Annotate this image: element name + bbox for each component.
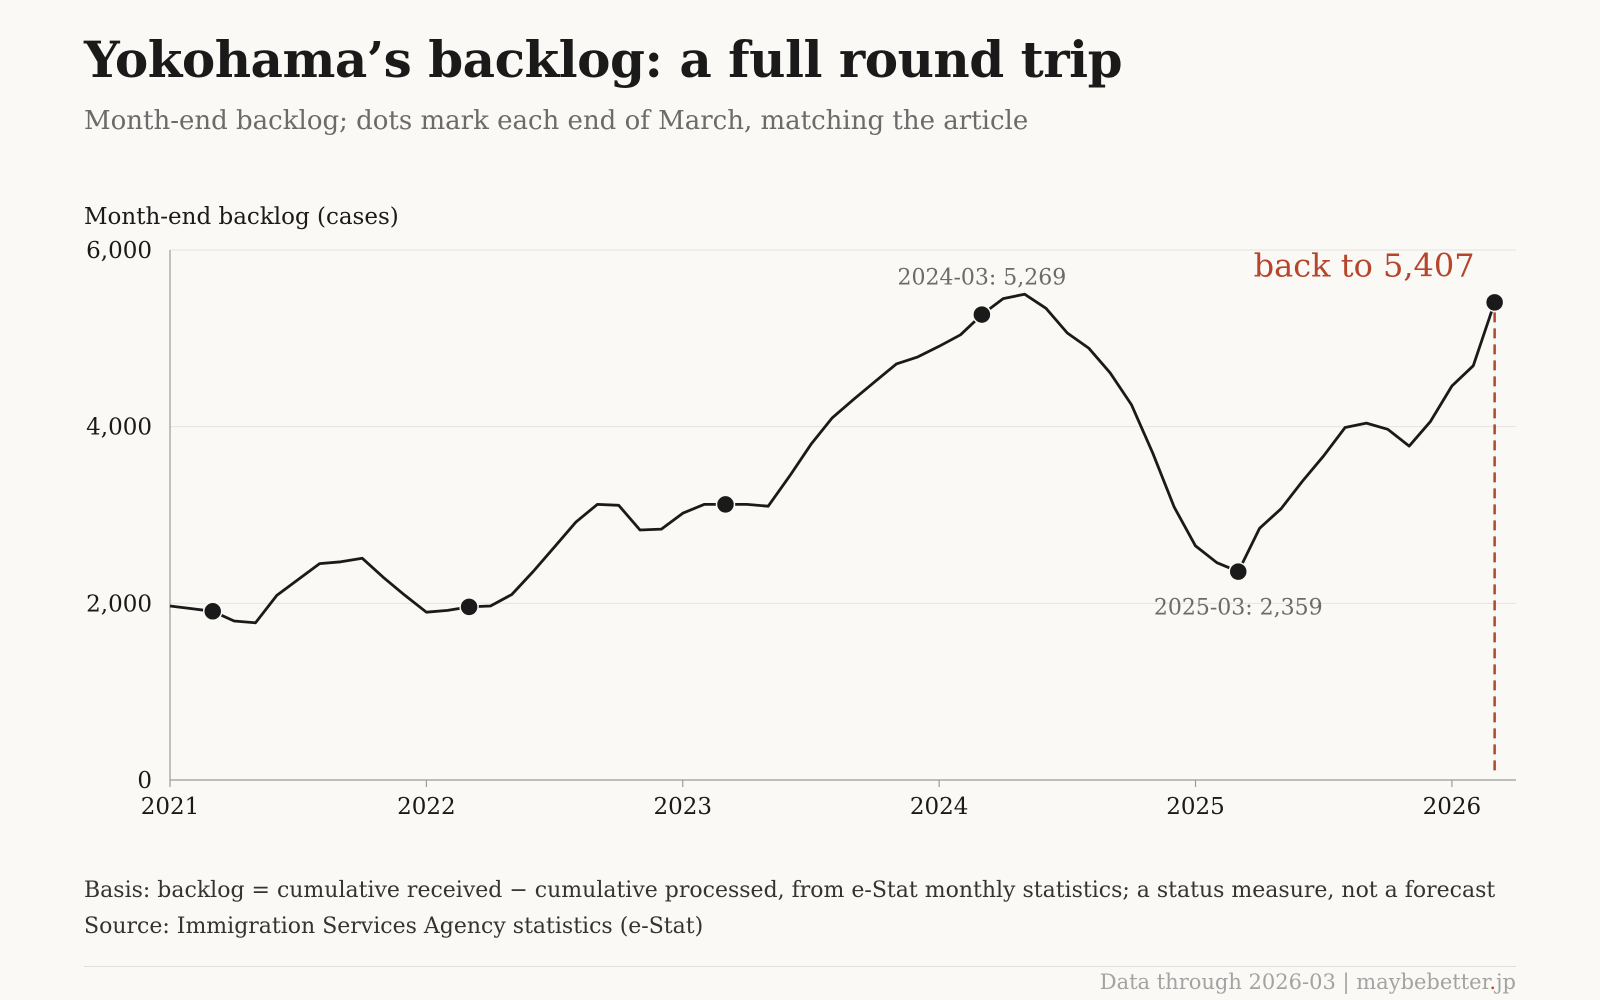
basis-note: Basis: backlog = cumulative received − c… [84,878,1496,903]
axes [169,250,1516,781]
source-note: Source: Immigration Services Agency stat… [84,914,704,939]
backlog-series-line [169,292,1496,625]
y-axis-label: Month-end backlog (cases) [84,204,399,230]
x-tick-label: 2021 [141,794,200,820]
x-tick-label: 2023 [653,794,712,820]
footer-separator: | [1342,970,1350,994]
march-marker [1484,292,1505,313]
site-tld: jp [1496,970,1516,994]
chart-title: Yokohama’s backlog: a full round trip [84,30,1123,89]
highlight-annotation: back to 5,407 [1254,246,1475,284]
x-tick-label: 2022 [397,794,456,820]
chart-subtitle: Month-end backlog; dots mark each end of… [84,106,1029,136]
y-ticks: 0 2,000 4,000 6,000 [86,238,152,794]
y-tick-label: 4,000 [86,415,152,441]
y-tick-label: 2,000 [86,591,152,617]
x-ticks: 2021 2022 2023 2024 2025 2026 [141,780,1481,820]
x-tick-label: 2024 [910,794,969,820]
march-marker [459,597,479,617]
march-marker [1228,561,1249,582]
x-tick-label: 2026 [1423,794,1482,820]
annotation-label: 2024-03: 5,269 [897,266,1066,291]
annotations: 2024-03: 5,269 2025-03: 2,359 back to 5,40… [897,246,1474,620]
grid-lines [170,249,1516,604]
backlog-line-chart: Month-end backlog (cases) 0 2,000 4,000 6,0… [84,204,1516,820]
march-marker [715,494,736,515]
march-marker [202,601,223,622]
site-dot: . [1489,970,1497,994]
x-tick-label: 2025 [1166,794,1225,820]
march-markers [202,292,1505,622]
site-name: maybebetter [1356,970,1490,994]
y-tick-label: 6,000 [86,238,152,264]
series-group [169,292,1496,625]
march-marker [972,304,992,325]
annotation-label: 2025-03: 2,359 [1154,596,1323,621]
data-through-label: Data through 2026-03 [1099,970,1336,994]
footer: Data through 2026-03 | maybebetter.jp [1100,970,1516,994]
footer-divider [84,966,1516,967]
y-tick-label: 0 [137,768,152,794]
